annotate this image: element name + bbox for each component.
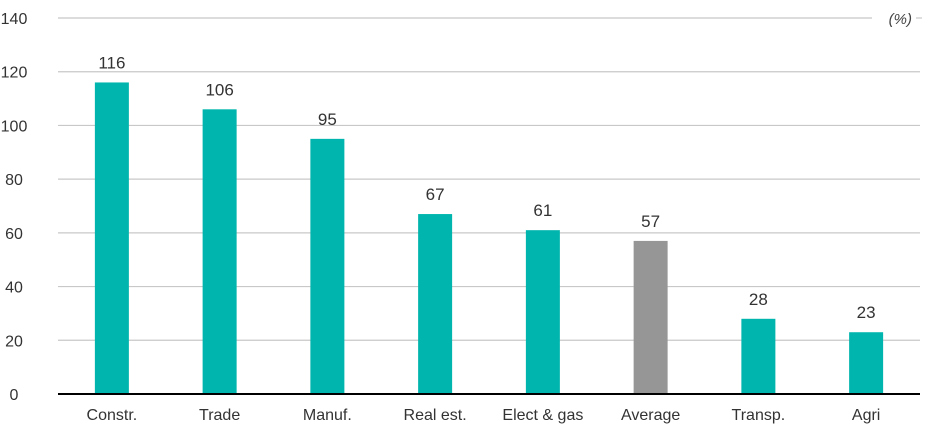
- data-label: 95: [318, 110, 337, 129]
- data-label: 61: [533, 201, 552, 220]
- data-label: 23: [857, 303, 876, 322]
- gridlines: [58, 17, 922, 341]
- data-label: 106: [205, 80, 233, 99]
- bar-agri: [849, 332, 884, 394]
- x-tick-label: Transp.: [732, 407, 786, 424]
- bar-constr: [94, 82, 129, 394]
- y-tick-label: 80: [5, 172, 23, 189]
- bar-transp: [741, 318, 776, 394]
- y-tick-label: 0: [10, 387, 19, 404]
- y-tick-label: 140: [1, 11, 28, 28]
- bar-manuf: [310, 138, 345, 394]
- data-label: 57: [641, 212, 660, 231]
- bars: [94, 82, 884, 395]
- x-tick-label: Average: [621, 407, 680, 424]
- bar-elect-gas: [525, 230, 560, 394]
- y-tick-label: 60: [5, 226, 23, 243]
- y-tick-label: 40: [5, 280, 23, 297]
- labels: 0 20 40 60 80 100 120 140 116 Constr. 106 Trade 95 Ma…: [1, 11, 881, 424]
- y-tick-label: 120: [1, 65, 28, 82]
- data-label: 28: [749, 290, 768, 309]
- x-tick-label: Trade: [199, 407, 240, 424]
- x-tick-label: Constr.: [87, 407, 138, 424]
- bar-real-est: [418, 214, 453, 394]
- x-tick-label: Agri: [852, 407, 880, 424]
- x-tick-label: Elect & gas: [502, 407, 583, 424]
- bar-average: [633, 240, 668, 394]
- x-tick-label: Real est.: [404, 407, 467, 424]
- unit-label: (%): [889, 11, 912, 28]
- y-tick-label: 20: [5, 333, 23, 350]
- data-label: 67: [426, 185, 445, 204]
- data-label: 116: [98, 53, 125, 72]
- x-tick-label: Manuf.: [303, 407, 352, 424]
- bar-trade: [202, 109, 237, 395]
- y-tick-label: 100: [1, 118, 28, 135]
